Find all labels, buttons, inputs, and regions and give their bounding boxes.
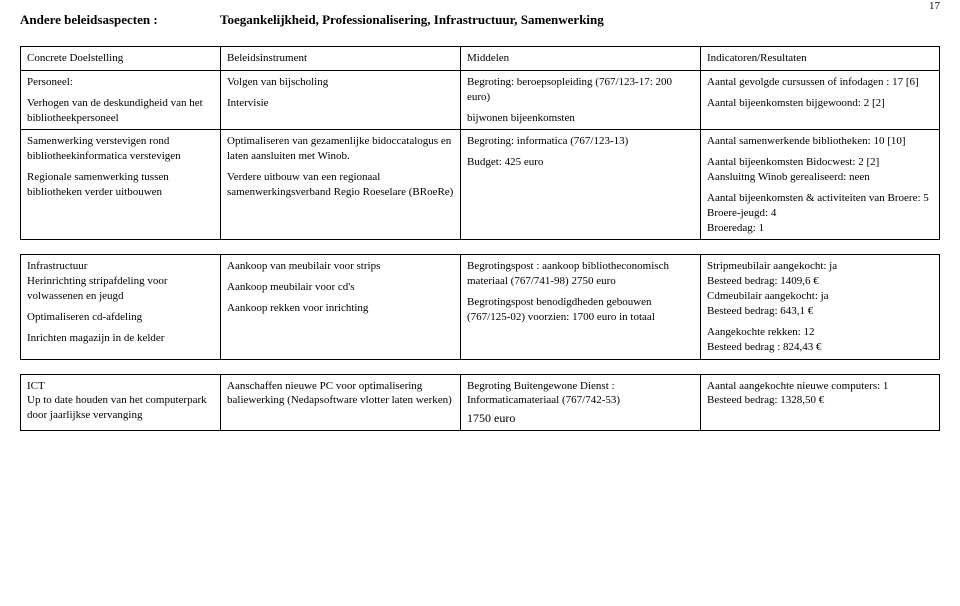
cell-means: Begrotingspost : aankoop bibliotheconomi… [461,255,701,359]
table-row: Samenwerking verstevigen rond bibliothee… [21,130,940,240]
text: Aantal aangekochte nieuwe computers: 1 [707,379,933,394]
text: Besteed bedrag: 1328,50 € [707,393,933,408]
cell-results: Aantal samenwerkende bibliotheken: 10 [1… [701,130,940,240]
cell-results: Stripmeubilair aangekocht: ja Besteed be… [701,255,940,359]
text: Aankoop van meubilair voor strips [227,259,454,274]
section-header: Andere beleidsaspecten : Toegankelijkhei… [20,12,940,28]
text: Budget: 425 euro [467,155,694,170]
text: bijwonen bijeenkomsten [467,111,694,126]
cell-goal: Samenwerking verstevigen rond bibliothee… [21,130,221,240]
text: Samenwerking verstevigen rond bibliothee… [27,134,214,164]
text: Optimaliseren cd-afdeling [27,310,214,325]
text: Begroting: beroepsopleiding (767/123-17:… [467,75,694,105]
header-left: Andere beleidsaspecten : [20,12,220,28]
cell-instrument: Optimaliseren van gezamenlijke bidoccata… [221,130,461,240]
cell-instrument: Aanschaffen nieuwe PC voor optimaliserin… [221,374,461,431]
text: Verhogen van de deskundigheid van het bi… [27,96,214,126]
cell-instrument: Volgen van bijscholing Intervisie [221,70,461,130]
text: Intervisie [227,96,454,111]
text: Begroting: informatica (767/123-13) [467,134,694,149]
text: Aantal gevolgde cursussen of infodagen :… [707,75,933,90]
cell-results: Aantal aangekochte nieuwe computers: 1 B… [701,374,940,431]
text: Besteed bedrag: 643,1 € [707,304,933,319]
header-right: Toegankelijkheid, Professionalisering, I… [220,12,604,28]
policy-table-3: ICT Up to date houden van het computerpa… [20,374,940,432]
text: Optimaliseren van gezamenlijke bidoccata… [227,134,454,164]
policy-table-2: Infrastructuur Herinrichting stripafdeli… [20,254,940,359]
cell-means: Begroting: informatica (767/123-13) Budg… [461,130,701,240]
text: Aantal bijeenkomsten bijgewoond: 2 [2] [707,96,933,111]
text: 1750 euro [467,410,694,426]
text: Inrichten magazijn in de kelder [27,331,214,346]
text: Volgen van bijscholing [227,75,454,90]
text: Aantal samenwerkende bibliotheken: 10 [1… [707,134,933,149]
text: Aankoop meubilair voor cd's [227,280,454,295]
policy-table-1: Concrete Doelstelling Beleidsinstrument … [20,46,940,240]
table-row: Infrastructuur Herinrichting stripafdeli… [21,255,940,359]
text: Regionale samenwerking tussen bibliothek… [27,170,214,200]
cell-instrument: Aankoop van meubilair voor strips Aankoo… [221,255,461,359]
text: Up to date houden van het computerpark d… [27,393,214,423]
text: ICT [27,379,214,394]
text: Aankoop rekken voor inrichting [227,301,454,316]
cell-results: Aantal gevolgde cursussen of infodagen :… [701,70,940,130]
text: Cdmeubilair aangekocht: ja [707,289,933,304]
text: Herinrichting stripafdeling voor volwass… [27,274,214,304]
text: Broeredag: 1 [707,221,933,236]
text: Aangekochte rekken: 12 [707,325,933,340]
cell-goal: Personeel: Verhogen van de deskundigheid… [21,70,221,130]
text: Begrotingspost benodigdheden gebouwen (7… [467,295,694,325]
text: Personeel: [27,75,214,90]
page-number: 17 [929,0,940,12]
text: Aanschaffen nieuwe PC voor optimaliserin… [227,379,454,409]
text: Verdere uitbouw van een regionaal samenw… [227,170,454,200]
cell-goal: Infrastructuur Herinrichting stripafdeli… [21,255,221,359]
text: Besteed bedrag: 1409,6 € [707,274,933,289]
text: Stripmeubilair aangekocht: ja [707,259,933,274]
table-row: ICT Up to date houden van het computerpa… [21,374,940,431]
col-header: Indicatoren/Resultaten [701,47,940,71]
col-header: Beleidsinstrument [221,47,461,71]
text: Aantal bijeenkomsten Bidocwest: 2 [2] [707,155,933,170]
col-header: Concrete Doelstelling [21,47,221,71]
text: Besteed bedrag : 824,43 € [707,340,933,355]
col-header: Middelen [461,47,701,71]
cell-means: Begroting Buitengewone Dienst : Informat… [461,374,701,431]
text: Aansluitng Winob gerealiseerd: neen [707,170,933,185]
cell-means: Begroting: beroepsopleiding (767/123-17:… [461,70,701,130]
text: Aantal bijeenkomsten & activiteiten van … [707,191,933,206]
text: Infrastructuur [27,259,214,274]
table-header-row: Concrete Doelstelling Beleidsinstrument … [21,47,940,71]
text: Begroting Buitengewone Dienst : Informat… [467,379,694,409]
text: Broere-jeugd: 4 [707,206,933,221]
text: Begrotingspost : aankoop bibliotheconomi… [467,259,694,289]
table-row: Personeel: Verhogen van de deskundigheid… [21,70,940,130]
cell-goal: ICT Up to date houden van het computerpa… [21,374,221,431]
